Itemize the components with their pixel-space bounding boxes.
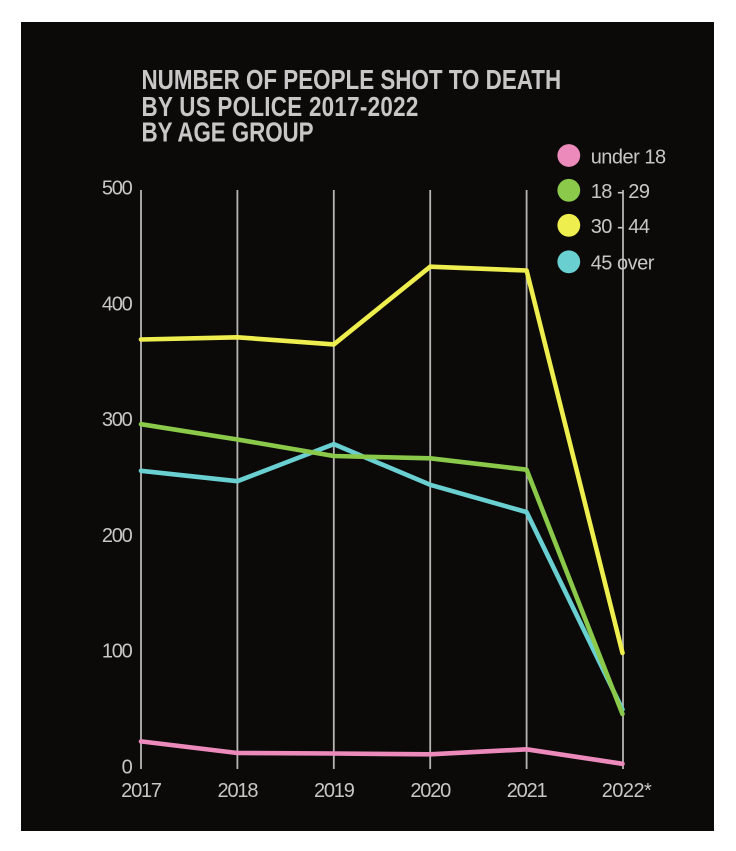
svg-text:under 18: under 18: [591, 146, 666, 168]
svg-text:300: 300: [102, 409, 133, 431]
svg-text:2022*: 2022*: [602, 780, 652, 802]
svg-text:2019: 2019: [314, 780, 355, 802]
svg-text:100: 100: [102, 641, 133, 663]
svg-text:45 over: 45 over: [591, 253, 655, 275]
svg-text:30 - 44: 30 - 44: [591, 216, 650, 238]
svg-text:2021: 2021: [507, 780, 548, 802]
svg-text:2018: 2018: [218, 780, 259, 802]
svg-text:400: 400: [102, 293, 133, 315]
svg-text:200: 200: [102, 525, 133, 547]
svg-text:BY US POLICE 2017-2022: BY US POLICE 2017-2022: [142, 92, 419, 123]
svg-text:2020: 2020: [410, 780, 451, 802]
svg-text:18 - 29: 18 - 29: [591, 181, 650, 203]
svg-text:NUMBER OF PEOPLE SHOT TO DEATH: NUMBER OF PEOPLE SHOT TO DEATH: [142, 65, 562, 96]
svg-text:500: 500: [102, 178, 133, 200]
svg-text:0: 0: [122, 757, 133, 779]
svg-text:2017: 2017: [121, 780, 162, 802]
svg-text:BY AGE GROUP: BY AGE GROUP: [142, 117, 314, 148]
